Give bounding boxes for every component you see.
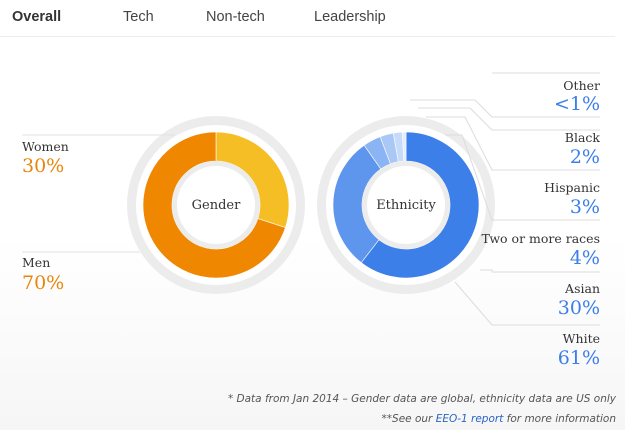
gender-center-label: Gender (192, 198, 241, 213)
black-label: Black (565, 130, 601, 145)
other-value: <1% (554, 93, 600, 115)
men-label: Men (22, 255, 50, 270)
gender-center (177, 166, 255, 244)
eeo-1-report-link[interactable]: EEO-1 report (435, 413, 504, 425)
men-value: 70% (22, 272, 64, 294)
white-leader (454, 281, 600, 326)
tab-tech[interactable]: Tech (123, 9, 154, 25)
asian-value: 30% (558, 297, 600, 319)
two-or-more-value: 4% (570, 247, 600, 269)
white-label: White (563, 331, 600, 346)
white-value: 61% (558, 347, 600, 369)
footnote-eeo: **See our EEO-1 report for more informat… (228, 409, 616, 429)
tab-bar: Overall Tech Non-tech Leadership (0, 0, 615, 37)
ethnicity-center (367, 166, 445, 244)
footnote-eeo-prefix: **See our (381, 413, 436, 425)
hispanic-label: Hispanic (544, 180, 600, 195)
tab-overall[interactable]: Overall (12, 9, 62, 25)
two-or-more-leader (445, 134, 600, 221)
other-leader (410, 99, 600, 118)
women-label: Women (22, 139, 69, 154)
asian-label: Asian (564, 281, 600, 296)
black-leader (418, 107, 600, 131)
footnotes: * Data from Jan 2014 – Gender data are g… (228, 389, 616, 429)
tab-leadership[interactable]: Leadership (314, 9, 386, 25)
footnote-data-source: * Data from Jan 2014 – Gender data are g… (227, 393, 616, 405)
black-value: 2% (570, 146, 600, 168)
women-value: 30% (22, 155, 64, 177)
hispanic-leader (426, 116, 600, 171)
asian-leader (480, 269, 600, 273)
footnote-eeo-suffix: for more information (503, 413, 616, 425)
gender-donut: Gender (127, 116, 305, 294)
hispanic-value: 3% (570, 196, 600, 218)
other-label: Other (563, 78, 600, 93)
diversity-charts: Gender Ethnicity Women 30% Men 70% Other… (22, 72, 601, 369)
two-or-more-label: Two or more races (481, 231, 600, 246)
ethnicity-donut: Ethnicity (317, 116, 495, 294)
ethnicity-leader-lines (410, 72, 600, 326)
tab-non-tech[interactable]: Non-tech (206, 9, 265, 25)
ethnicity-center-label: Ethnicity (376, 198, 436, 213)
